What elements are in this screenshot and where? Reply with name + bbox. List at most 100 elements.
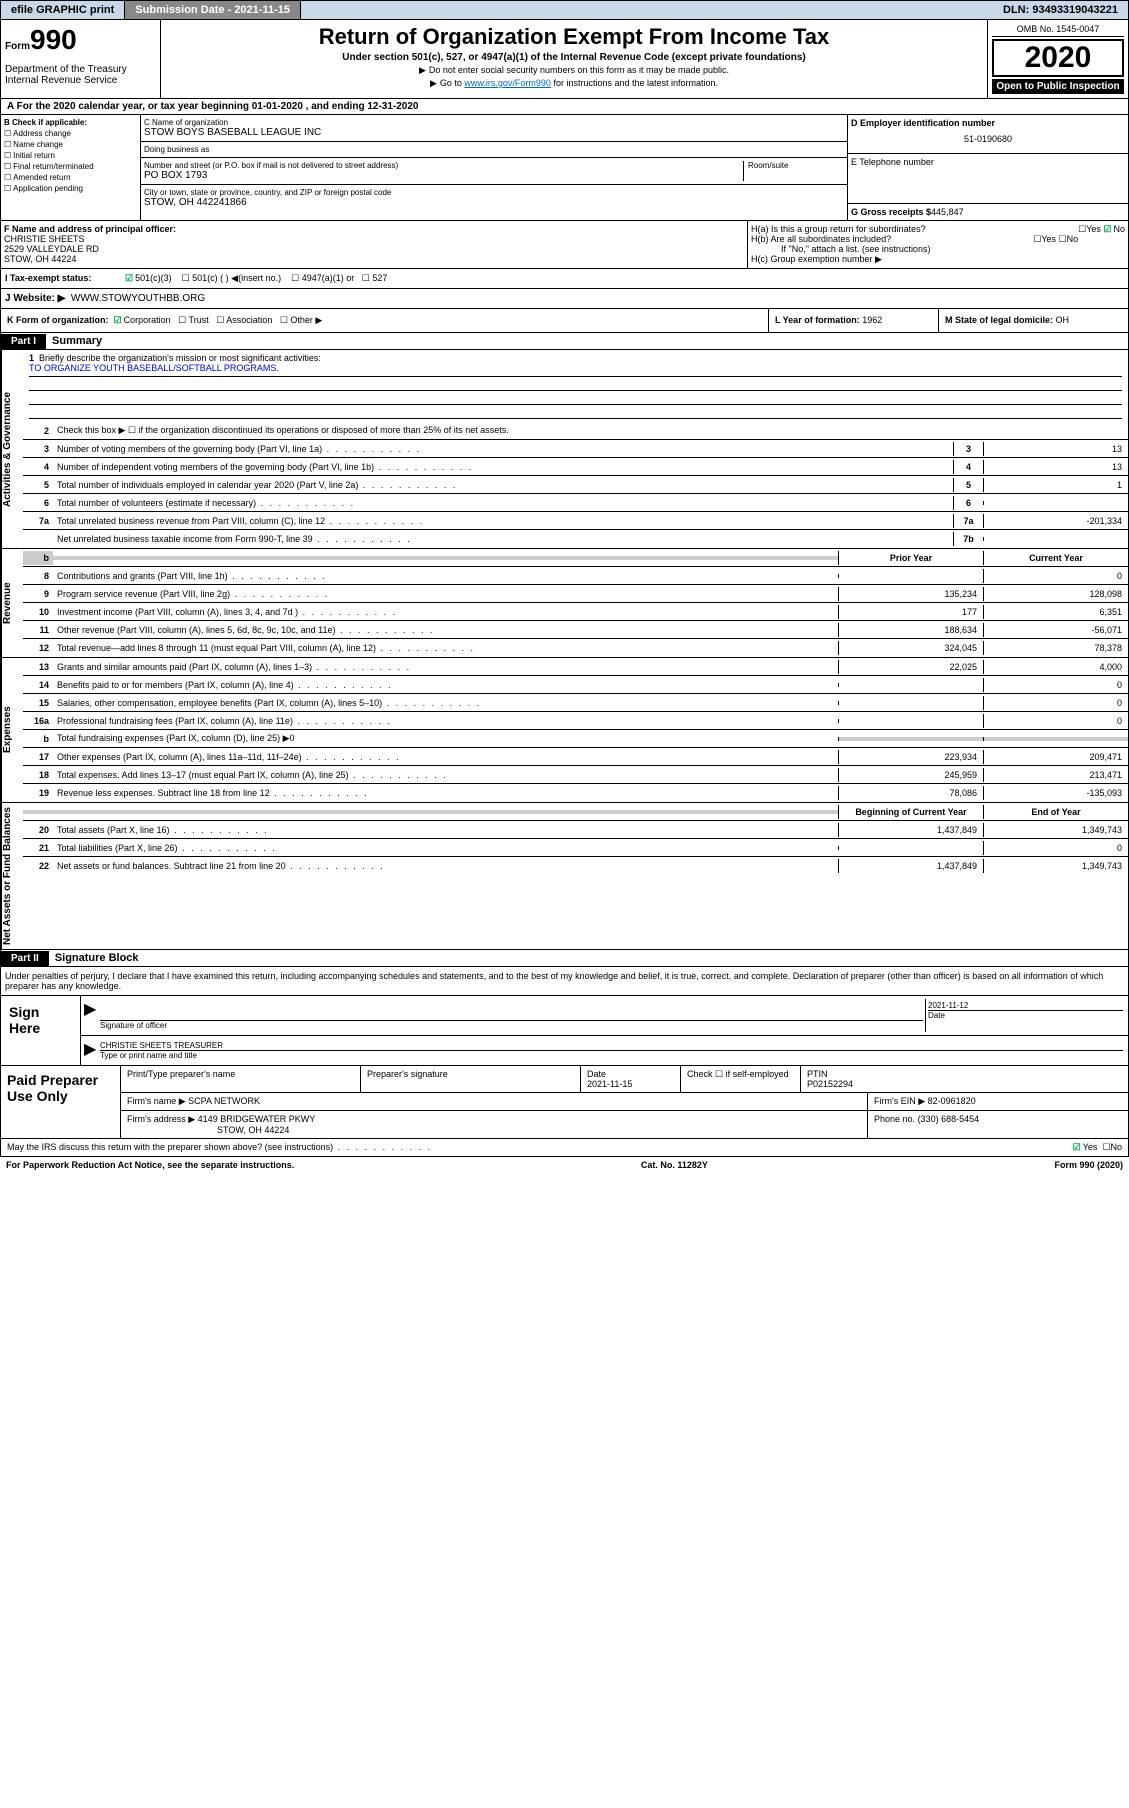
current-year-hdr: Current Year xyxy=(983,551,1128,565)
table-row: 13Grants and similar amounts paid (Part … xyxy=(23,658,1128,676)
line-4: Number of independent voting members of … xyxy=(53,460,953,474)
prep-name-label: Print/Type preparer's name xyxy=(127,1069,235,1079)
box-b: B Check if applicable: Address change Na… xyxy=(1,115,141,220)
table-row: 17Other expenses (Part IX, column (A), l… xyxy=(23,748,1128,766)
topbar: efile GRAPHIC print Submission Date - 20… xyxy=(0,0,1129,20)
form-subtitle: Under section 501(c), 527, or 4947(a)(1)… xyxy=(165,52,983,63)
notice-link: Go to www.irs.gov/Form990 for instructio… xyxy=(165,78,983,89)
line-6-val xyxy=(983,501,1128,505)
discuss-row: May the IRS discuss this return with the… xyxy=(0,1139,1129,1157)
table-row: 19Revenue less expenses. Subtract line 1… xyxy=(23,784,1128,802)
phone-label: E Telephone number xyxy=(851,157,1125,167)
vtab-governance: Activities & Governance xyxy=(1,350,23,548)
website-row: J Website: ▶ WWW.STOWYOUTHBB.ORG xyxy=(0,289,1129,309)
org-name-label: C Name of organization xyxy=(144,118,844,127)
city-value: STOW, OH 442241866 xyxy=(144,197,844,208)
paid-preparer-label: Paid Preparer Use Only xyxy=(1,1066,121,1138)
firm-ein: 82-0961820 xyxy=(928,1096,976,1106)
tax-year-box: 2020 xyxy=(992,39,1124,77)
check-amended[interactable]: Amended return xyxy=(4,173,137,182)
room-label: Room/suite xyxy=(744,161,844,181)
firm-addr2: STOW, OH 44224 xyxy=(127,1125,289,1135)
check-name-change[interactable]: Name change xyxy=(4,140,137,149)
dept-label: Department of the Treasury Internal Reve… xyxy=(5,64,156,86)
mission-label: Briefly describe the organization's miss… xyxy=(39,353,321,363)
discuss-yes-checked xyxy=(1073,1142,1083,1152)
line-7a-val: -201,334 xyxy=(983,514,1128,528)
end-year-hdr: End of Year xyxy=(983,805,1128,819)
table-row: 20Total assets (Part X, line 16)1,437,84… xyxy=(23,821,1128,839)
form-ref: Form 990 (2020) xyxy=(1054,1160,1123,1170)
table-row: 12Total revenue—add lines 8 through 11 (… xyxy=(23,639,1128,657)
expenses-section: Expenses 13Grants and similar amounts pa… xyxy=(0,658,1129,803)
line-7b: Net unrelated business taxable income fr… xyxy=(53,532,953,546)
cat-no: Cat. No. 11282Y xyxy=(641,1160,708,1170)
website-value: WWW.STOWYOUTHBB.ORG xyxy=(71,293,205,304)
netassets-section: Net Assets or Fund Balances Beginning of… xyxy=(0,803,1129,950)
header: Form990 Department of the Treasury Inter… xyxy=(0,20,1129,99)
table-row: 16aProfessional fundraising fees (Part I… xyxy=(23,712,1128,730)
box-c: C Name of organization STOW BOYS BASEBAL… xyxy=(141,115,848,220)
line-6: Total number of volunteers (estimate if … xyxy=(53,496,953,510)
line-7b-val xyxy=(983,537,1128,541)
tax-status-row: I Tax-exempt status: 501(c)(3) ☐ 501(c) … xyxy=(0,269,1129,289)
table-row: 14Benefits paid to or for members (Part … xyxy=(23,676,1128,694)
year-formation: 1962 xyxy=(862,315,882,325)
footer: For Paperwork Reduction Act Notice, see … xyxy=(0,1157,1129,1173)
gross-receipts-label: G Gross receipts $ xyxy=(851,207,931,217)
irs-link[interactable]: www.irs.gov/Form990 xyxy=(464,78,551,88)
line-7a: Total unrelated business revenue from Pa… xyxy=(53,514,953,528)
prep-date-label: Date xyxy=(587,1069,606,1079)
sign-arrow-icon-2: ▶ xyxy=(84,1039,98,1062)
fgh-row: F Name and address of principal officer:… xyxy=(0,221,1129,269)
check-final-return[interactable]: Final return/terminated xyxy=(4,162,137,171)
table-row: 21Total liabilities (Part X, line 26)0 xyxy=(23,839,1128,857)
officer-label: F Name and address of principal officer: xyxy=(4,224,744,234)
line-3: Number of voting members of the governin… xyxy=(53,442,953,456)
dln-label: DLN: 93493319043221 xyxy=(993,1,1128,19)
vtab-expenses: Expenses xyxy=(1,658,23,802)
submission-date-btn[interactable]: Submission Date - 2021-11-15 xyxy=(125,1,301,19)
check-address-change[interactable]: Address change xyxy=(4,129,137,138)
line-2: Check this box ▶ ☐ if the organization d… xyxy=(53,423,1128,438)
part2-header: Part IISignature Block xyxy=(0,950,1129,967)
ha-line: H(a) Is this a group return for subordin… xyxy=(751,224,1125,234)
dba-label: Doing business as xyxy=(144,145,844,154)
table-row: 9Program service revenue (Part VIII, lin… xyxy=(23,585,1128,603)
sign-arrow-icon: ▶ xyxy=(84,999,98,1032)
perjury-text: Under penalties of perjury, I declare th… xyxy=(0,967,1129,996)
tax-year-line: A For the 2020 calendar year, or tax yea… xyxy=(0,99,1129,115)
prep-date: 2021-11-15 xyxy=(587,1079,632,1089)
line-5-val: 1 xyxy=(983,478,1128,492)
sign-here-label: Sign Here xyxy=(1,996,81,1065)
efile-btn[interactable]: efile GRAPHIC print xyxy=(1,1,125,19)
form-label: Form990 xyxy=(5,24,156,56)
prep-sig-label: Preparer's signature xyxy=(367,1069,448,1079)
check-initial-return[interactable]: Initial return xyxy=(4,151,137,160)
table-row: 11Other revenue (Part VIII, column (A), … xyxy=(23,621,1128,639)
street-value: PO BOX 1793 xyxy=(144,170,739,181)
mission-text: TO ORGANIZE YOUTH BASEBALL/SOFTBALL PROG… xyxy=(29,363,1122,377)
sig-name: CHRISTIE SHEETS TREASURER xyxy=(100,1041,1123,1051)
form-title: Return of Organization Exempt From Incom… xyxy=(165,24,983,50)
city-label: City or town, state or province, country… xyxy=(144,188,844,197)
officer-name: CHRISTIE SHEETS xyxy=(4,234,744,244)
table-row: 8Contributions and grants (Part VIII, li… xyxy=(23,567,1128,585)
prep-self-employed: Check ☐ if self-employed xyxy=(681,1066,801,1092)
hc-line: H(c) Group exemption number ▶ xyxy=(751,254,1125,265)
officer-addr1: 2529 VALLEYDALE RD xyxy=(4,244,744,254)
check-app-pending[interactable]: Application pending xyxy=(4,184,137,193)
org-corp-checked xyxy=(114,315,124,325)
sig-name-label: Type or print name and title xyxy=(100,1051,197,1060)
line-3-val: 13 xyxy=(983,442,1128,456)
officer-addr2: STOW, OH 44224 xyxy=(4,254,744,264)
pra-notice: For Paperwork Reduction Act Notice, see … xyxy=(6,1160,294,1170)
table-row: 22Net assets or fund balances. Subtract … xyxy=(23,857,1128,875)
table-row: bTotal fundraising expenses (Part IX, co… xyxy=(23,730,1128,748)
vtab-netassets: Net Assets or Fund Balances xyxy=(1,803,23,949)
governance-section: Activities & Governance 1 Briefly descri… xyxy=(0,350,1129,549)
table-row: 10Investment income (Part VIII, column (… xyxy=(23,603,1128,621)
street-label: Number and street (or P.O. box if mail i… xyxy=(144,161,739,170)
inspection-label: Open to Public Inspection xyxy=(992,79,1124,94)
sig-date: 2021-11-12 xyxy=(928,1001,1123,1011)
